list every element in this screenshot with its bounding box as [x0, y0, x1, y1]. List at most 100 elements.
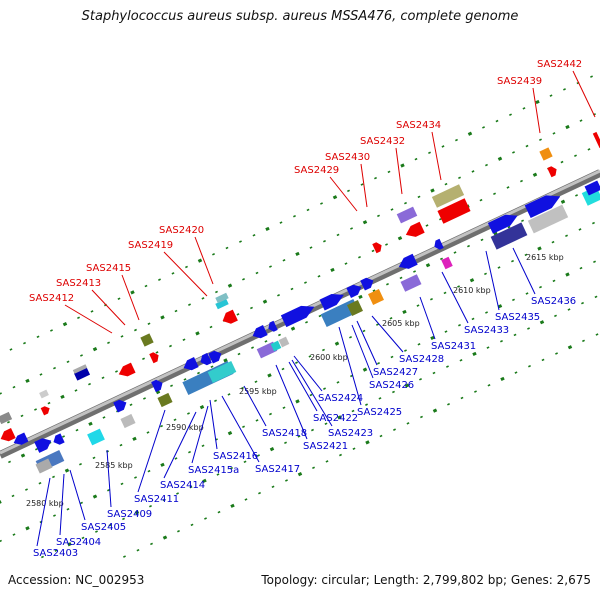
grid-tick — [225, 246, 229, 250]
grid-tick — [173, 418, 177, 422]
gene-arrow — [398, 253, 418, 269]
grid-tick — [144, 284, 148, 288]
grid-tick — [308, 355, 312, 358]
grid-tick — [535, 99, 540, 105]
grid-tick — [485, 311, 488, 314]
grid-tick — [132, 436, 137, 441]
gene-label: SAS2433 — [464, 325, 509, 336]
grid-tick — [52, 475, 55, 479]
grid-tick — [53, 514, 56, 517]
grid-tick — [210, 365, 214, 368]
grid-tick — [257, 454, 260, 457]
grid-tick — [324, 422, 328, 425]
gene-box — [73, 367, 91, 381]
gene-arrow — [0, 428, 16, 442]
grid-tick — [432, 408, 438, 413]
grid-tick — [358, 294, 363, 300]
grid-tick — [277, 294, 280, 297]
gene-arrow — [346, 284, 362, 298]
grid-tick — [197, 258, 203, 263]
grid-tick — [174, 457, 178, 460]
grid-tick — [212, 253, 215, 256]
grid-tick — [539, 138, 542, 141]
gene-label: SAS2434 — [396, 120, 441, 131]
grid-tick — [79, 462, 82, 466]
grid-tick — [360, 183, 364, 186]
grid-tick — [242, 278, 245, 281]
grid-tick — [330, 267, 335, 273]
grid-tick — [0, 539, 2, 543]
gene-label: SAS2404 — [56, 537, 101, 548]
gene-box — [35, 458, 53, 474]
grid-tick — [119, 443, 123, 447]
grid-tick — [305, 321, 308, 324]
grid-tick — [446, 365, 449, 368]
grid-tick — [267, 373, 272, 378]
gene-label: SAS2436 — [531, 296, 576, 307]
grid-tick — [34, 408, 37, 411]
grid-tick — [582, 339, 585, 343]
grid-tick — [453, 251, 457, 254]
grid-tick — [171, 272, 175, 275]
grid-tick — [390, 208, 394, 211]
grid-tick — [129, 403, 133, 407]
grid-tick — [576, 81, 580, 85]
grid-tick — [195, 331, 200, 336]
grid-tick — [552, 132, 556, 135]
gene-box — [490, 222, 528, 250]
gene-arrow — [319, 294, 344, 311]
leader-line — [36, 477, 51, 547]
grid-tick — [482, 126, 485, 129]
grid-tick — [460, 396, 464, 400]
grid-tick — [120, 482, 124, 486]
gene-label: SAS2418 — [262, 428, 307, 439]
gene-label: SAS2417 — [255, 464, 300, 475]
gene-arrow — [34, 438, 52, 453]
grid-tick — [593, 113, 596, 116]
gene-arrow — [13, 432, 29, 445]
grid-tick — [513, 333, 517, 337]
grid-tick — [134, 510, 140, 515]
grid-tick — [469, 278, 475, 283]
grid-tick — [122, 517, 125, 521]
kbp-label: 2590 kbp — [166, 423, 204, 432]
grid-tick — [80, 354, 83, 357]
grid-tick — [520, 179, 523, 183]
gene-label: SAS2439 — [497, 76, 542, 87]
leader-line — [351, 324, 374, 379]
grid-tick — [320, 202, 323, 205]
grid-tick — [339, 453, 342, 457]
grid-tick — [352, 447, 356, 450]
grid-tick — [552, 279, 556, 283]
grid-tick — [227, 283, 233, 288]
leader-line — [329, 176, 358, 212]
grid-tick — [399, 276, 403, 280]
grid-tick — [306, 208, 310, 212]
grid-tick — [158, 278, 161, 281]
grid-tick — [143, 397, 146, 400]
grid-tick — [92, 456, 96, 460]
gene-box — [584, 180, 600, 196]
grid-tick — [416, 304, 420, 307]
grid-tick — [493, 192, 496, 196]
grid-tick — [560, 199, 566, 204]
grid-tick — [297, 435, 301, 438]
grid-tick — [92, 346, 98, 352]
grid-tick — [264, 340, 268, 343]
topology-text: Topology: circular; Length: 2,799,802 bp… — [261, 573, 591, 587]
grid-tick — [539, 320, 545, 325]
gene-arrow — [360, 277, 374, 291]
grid-tick — [337, 415, 342, 420]
gene-label: SAS2426 — [369, 380, 414, 391]
leader-line — [360, 163, 368, 208]
grid-tick — [311, 428, 314, 432]
grid-tick — [443, 291, 447, 295]
grid-tick — [217, 510, 221, 514]
grid-tick — [365, 440, 370, 445]
grid-tick — [312, 466, 315, 470]
grid-tick — [532, 172, 538, 177]
grid-tick — [295, 361, 298, 364]
gene-box — [396, 206, 418, 224]
grid-tick — [147, 469, 151, 473]
grid-tick — [252, 234, 256, 237]
